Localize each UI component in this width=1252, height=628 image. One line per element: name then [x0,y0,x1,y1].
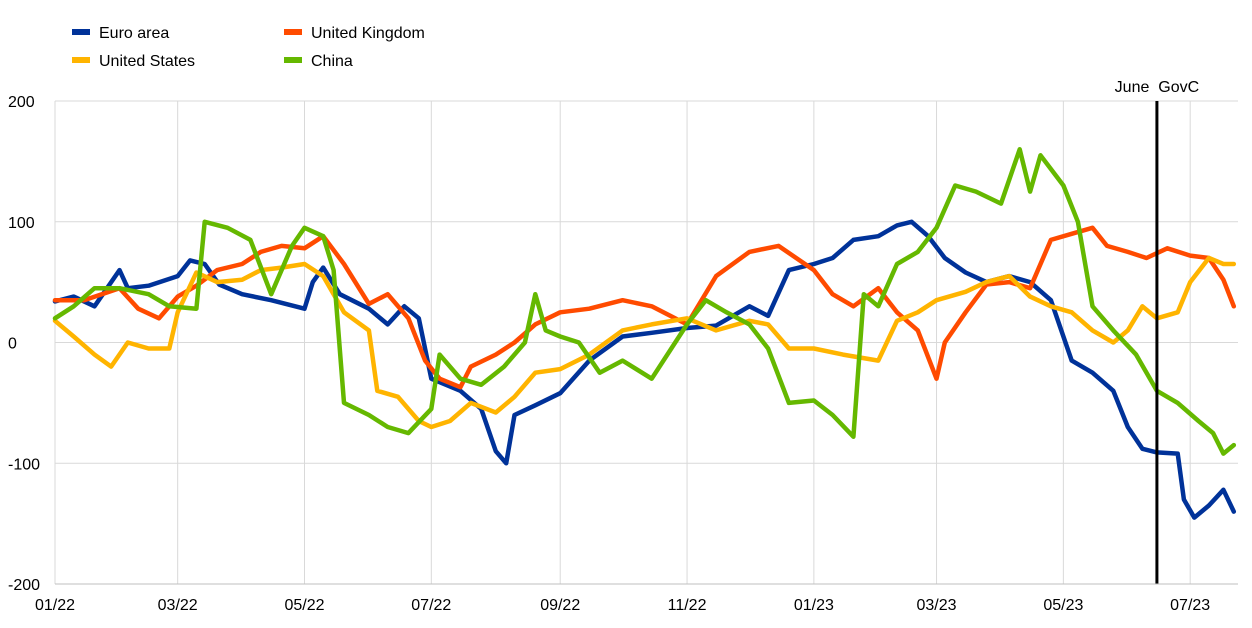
legend-swatch-euro-area [72,29,90,35]
x-tick-label: 07/23 [1170,597,1210,614]
y-tick-label: -100 [8,456,40,473]
x-tick-label: 03/22 [158,597,198,614]
x-tick-label: 01/22 [35,597,75,614]
series-line-china [52,147,1237,456]
y-tick-label: 100 [8,215,35,232]
annotation-layer: June GovC [1115,79,1199,584]
x-tick-label: 03/23 [917,597,957,614]
legend-swatch-united-kingdom [284,29,302,35]
legend: Euro area United States United Kingdom Chin… [72,25,425,70]
legend-label-euro-area: Euro area [99,25,169,42]
legend-label-united-kingdom: United Kingdom [311,25,425,42]
x-tick-label: 05/23 [1043,597,1083,614]
x-tick-label: 07/22 [411,597,451,614]
series-line-united-states [52,255,1237,430]
legend-label-china: China [311,53,353,70]
grid-layer [54,100,1238,585]
x-tick-label: 09/22 [540,597,580,614]
axis-layer: 200 100 0 -100 -200 01/22 03/22 05/22 07/22 09/22… [8,94,1238,614]
y-tick-label: -200 [8,577,40,594]
y-tick-label: 200 [8,94,35,111]
x-tick-label: 01/23 [794,597,834,614]
series-line-united-kingdom [52,225,1237,390]
govc-marker-label: June GovC [1115,79,1199,96]
y-tick-label: 0 [8,336,17,353]
x-tick-label: 05/22 [284,597,324,614]
legend-swatch-china [284,57,302,63]
legend-label-united-states: United States [99,53,195,70]
series-layer [52,147,1237,520]
x-tick-label: 11/22 [668,597,707,614]
legend-swatch-united-states [72,57,90,63]
series-line-euro-area [52,219,1237,520]
